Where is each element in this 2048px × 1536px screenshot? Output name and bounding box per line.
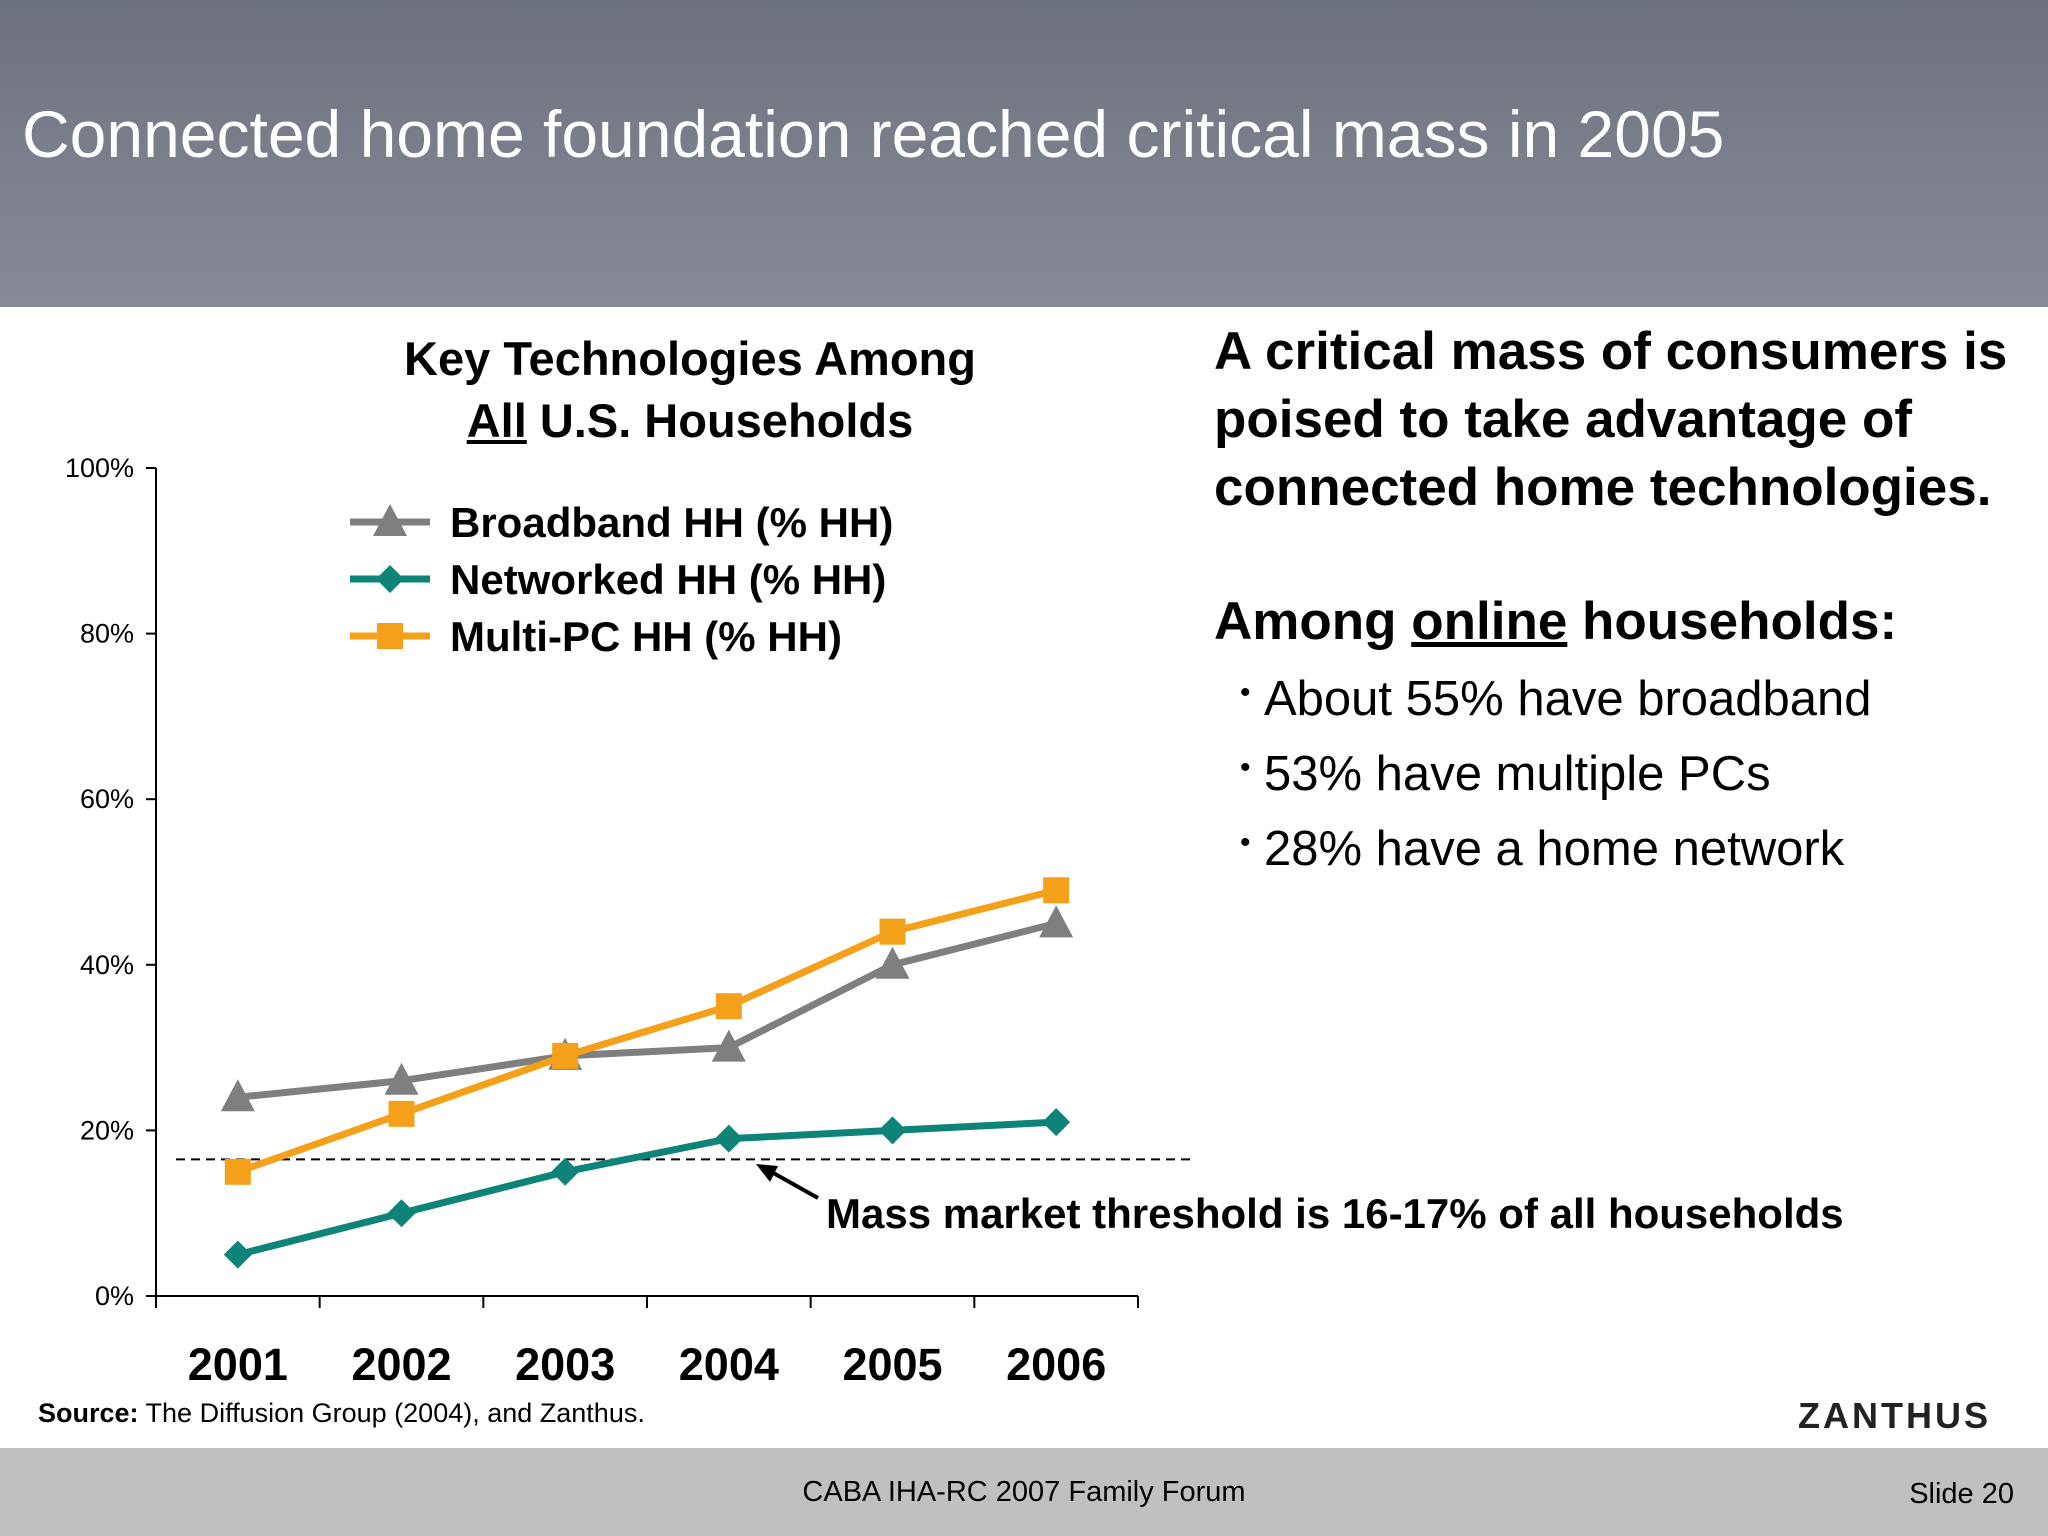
data-point (1039, 905, 1074, 938)
x-tick-label: 2003 (515, 1339, 615, 1390)
chart-title: Key Technologies Among All U.S. Househol… (300, 328, 1080, 452)
y-tick-label: 60% (80, 784, 134, 814)
bullet-text: 53% have multiple PCs (1264, 747, 1771, 801)
legend-label: Broadband HH (% HH) (450, 499, 893, 546)
x-tick-label: 2005 (842, 1339, 942, 1390)
bullet-dot-icon: • (1240, 676, 1251, 709)
threshold-arrow-head (756, 1164, 778, 1182)
bullet-item: • 28% have a home network (1214, 812, 2014, 887)
footer-event: CABA IHA-RC 2007 Family Forum (802, 1476, 1246, 1508)
y-tick-label: 20% (80, 1115, 134, 1145)
line-chart: 0% 20% 40% 60% 80% 100% 2001 2002 2003 2004 2005 20… (65, 453, 1844, 1390)
bullet-list: • About 55% have broadband • 53% have mult… (1214, 662, 2014, 887)
data-point (220, 1079, 255, 1112)
slide-title: Connected home foundation reached critic… (22, 97, 1725, 171)
bullet-item: • About 55% have broadband (1214, 662, 2014, 737)
source-note: Source: The Diffusion Group (2004), and … (38, 1398, 645, 1429)
bullet-text: About 55% have broadband (1264, 672, 1872, 726)
side-headline: A critical mass of consumers is poised t… (1214, 322, 2008, 517)
data-point (1042, 1108, 1071, 1137)
threshold-label: Mass market threshold is 16-17% of all h… (826, 1190, 1844, 1237)
bullet-item: • 53% have multiple PCs (1214, 737, 2014, 812)
bullet-dot-icon: • (1240, 826, 1251, 859)
x-tick-label: 2001 (188, 1339, 288, 1390)
chart-title-line2: U.S. Households (526, 394, 914, 447)
legend-swatch-marker (373, 504, 407, 536)
y-tick-label: 40% (80, 950, 134, 980)
legend-label: Networked HH (% HH) (450, 556, 886, 603)
data-point (878, 1116, 907, 1145)
side-sub-part1: Among (1214, 592, 1412, 651)
data-point (715, 993, 742, 1020)
y-tick-label: 80% (80, 619, 134, 649)
side-panel: A critical mass of consumers is poised t… (1214, 318, 2014, 887)
bullet-text: 28% have a home network (1264, 822, 1845, 876)
y-tick-label: 100% (65, 453, 134, 483)
data-point (711, 1029, 746, 1062)
y-tick-label: 0% (95, 1281, 134, 1311)
side-subheading: Among online households: (1214, 588, 2014, 656)
threshold-arrow (767, 1168, 819, 1200)
side-sub-underlined-word: online (1411, 592, 1568, 651)
bullet-dot-icon: • (1240, 751, 1251, 784)
data-point (223, 1240, 252, 1269)
data-point (1043, 877, 1070, 904)
data-point (875, 946, 910, 979)
data-point (388, 1100, 415, 1127)
series-line (236, 1118, 1057, 1258)
company-logo: ZANTHUS (1798, 1395, 1991, 1436)
legend-swatch-marker (376, 565, 404, 593)
chart-title-underlined-word: All (466, 394, 527, 447)
x-tick-label: 2004 (679, 1339, 779, 1390)
data-point (384, 1062, 419, 1095)
slide-number: Slide 20 (1909, 1478, 2014, 1510)
source-label: Source: (38, 1398, 139, 1428)
data-point (224, 1158, 251, 1185)
side-sub-part2: households: (1567, 592, 1898, 651)
legend-swatch-marker (377, 623, 403, 649)
series-line (236, 886, 1058, 1176)
data-point (387, 1199, 416, 1228)
slide-footer: CABA IHA-RC 2007 Family Forum Slide 20 (0, 1448, 2048, 1536)
data-point (552, 1042, 579, 1069)
legend-label: Multi-PC HH (% HH) (450, 613, 842, 660)
data-point (879, 918, 906, 945)
x-tick-label: 2006 (1006, 1339, 1106, 1390)
data-point (714, 1124, 743, 1153)
x-tick-label: 2002 (351, 1339, 451, 1390)
chart-title-line1: Key Technologies Among (404, 332, 976, 385)
series-line (237, 920, 1058, 1101)
source-text: The Diffusion Group (2004), and Zanthus. (138, 1398, 645, 1428)
slide-header: Connected home foundation reached critic… (0, 0, 2048, 307)
data-point (551, 1157, 580, 1186)
